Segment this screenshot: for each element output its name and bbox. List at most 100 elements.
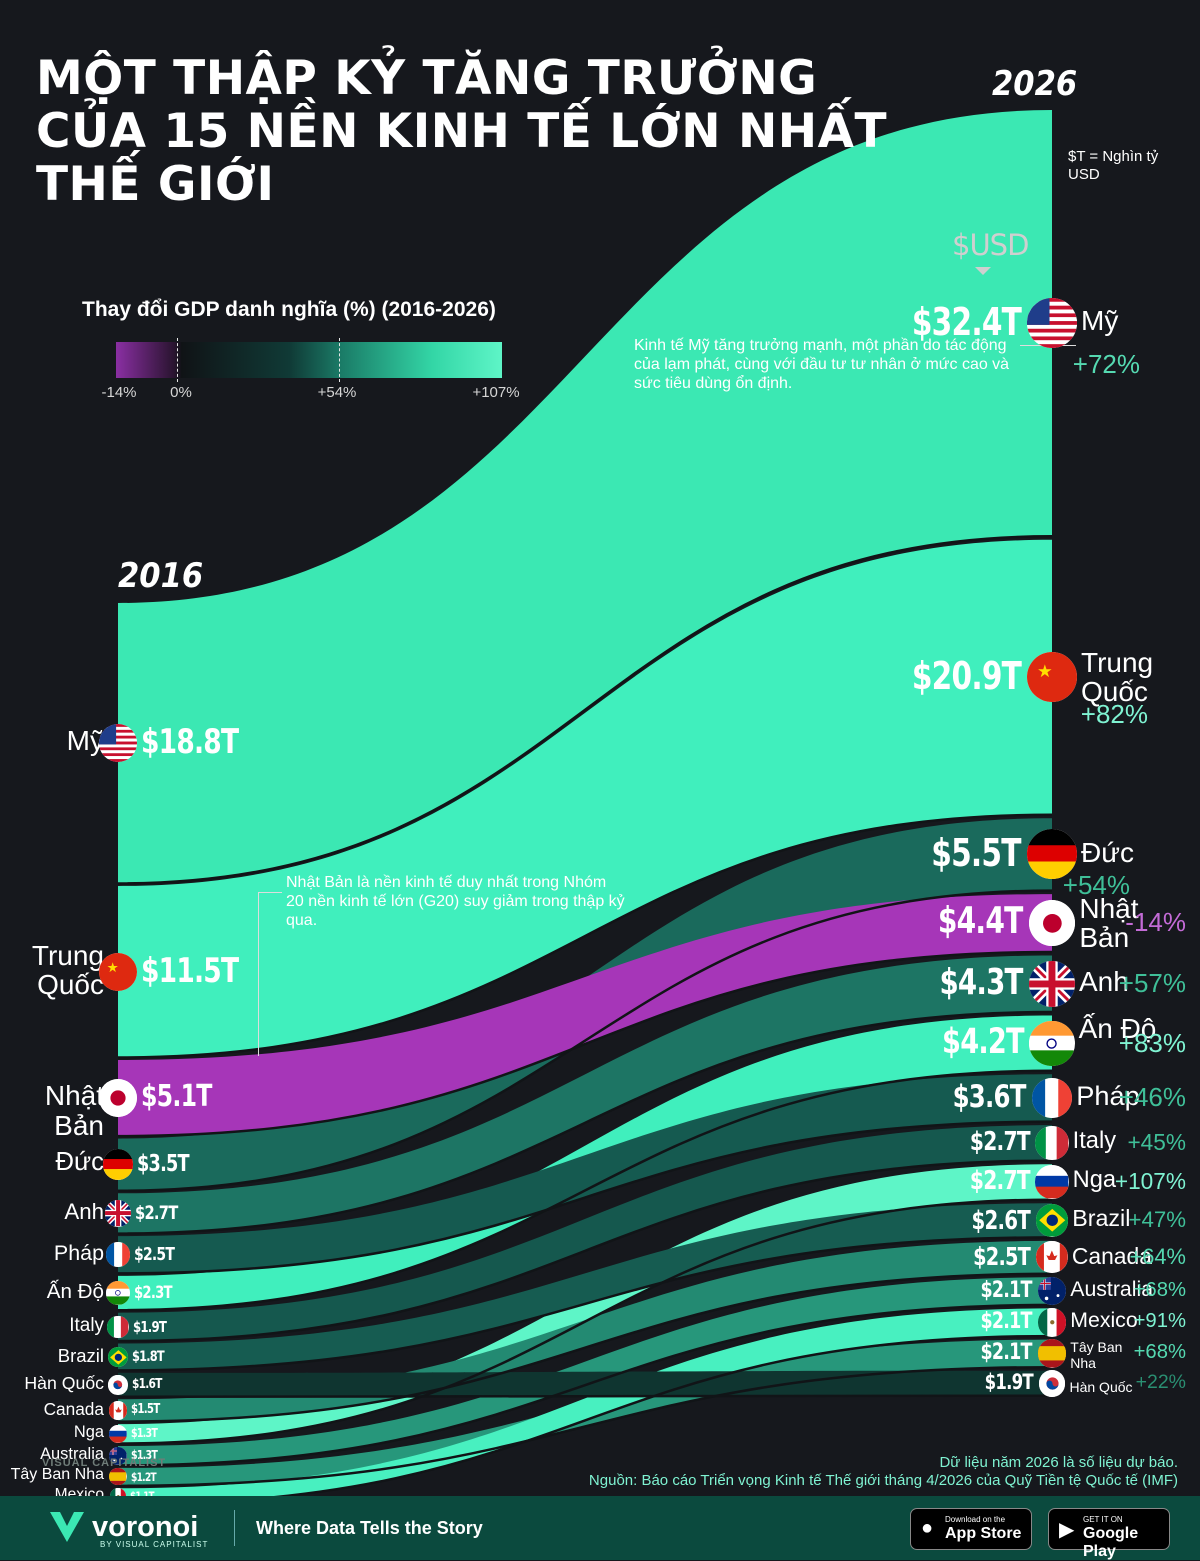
band-edge — [117, 1010, 1053, 1235]
india-flag-icon — [106, 1281, 130, 1305]
source-line: Nguồn: Báo cáo Triển vọng Kinh tế Thế gi… — [588, 1472, 1178, 1489]
right-value-mexico: $2.1T — [980, 1308, 1033, 1335]
band-edge — [117, 1159, 1053, 1343]
germany-flag-icon — [1027, 829, 1077, 880]
italy-flag-icon — [107, 1316, 129, 1338]
band-japan — [118, 894, 1052, 1137]
right-change-france: +46% — [1118, 1082, 1186, 1113]
band-korea — [118, 1370, 1052, 1397]
brand-name: voronoi — [92, 1511, 199, 1543]
usd-arrow-icon — [975, 267, 991, 275]
band-edge — [117, 813, 1053, 1059]
right-name-italy: Italy — [1072, 1127, 1117, 1154]
left-name-australia: Australia — [40, 1444, 104, 1463]
legend-label-min: -14% — [101, 384, 137, 401]
right-change-germany: +54% — [1062, 870, 1130, 901]
band-edge — [117, 1394, 1053, 1399]
right-value-canada: $2.5T — [973, 1241, 1031, 1271]
us-annotation: Kinh tế Mỹ tăng trưởng mạnh, một phần do… — [634, 337, 1010, 392]
voronoi-logo-icon — [50, 1512, 84, 1542]
mexico-flag-icon — [1037, 1307, 1067, 1337]
right-change-russia: +107% — [1114, 1168, 1186, 1195]
left-name-russia: Nga — [73, 1422, 104, 1441]
right-name-germany: Đức — [1081, 836, 1134, 868]
band-edge — [117, 1303, 1053, 1467]
band-australia — [118, 1277, 1052, 1466]
right-value-japan: $4.4T — [938, 900, 1023, 942]
legend-color-scale — [116, 342, 502, 378]
india-flag-icon — [1029, 1020, 1075, 1066]
band-edge — [117, 950, 1053, 1138]
legend-label-zero: 0% — [170, 384, 192, 401]
spain-flag-icon — [109, 1468, 127, 1486]
russia-flag-icon — [1035, 1165, 1069, 1199]
left-name-china: Trung Quốc — [31, 939, 104, 1001]
right-value-france: $3.6T — [952, 1078, 1027, 1115]
left-value-japan: $5.1T — [141, 1079, 212, 1115]
right-value-us: $32.4T — [911, 299, 1022, 344]
spain-flag-icon — [1037, 1339, 1067, 1368]
left-value-china: $11.5T — [141, 950, 239, 991]
svg-text:★: ★ — [107, 960, 119, 975]
brand-subtitle: BY VISUAL CAPITALIST — [100, 1540, 209, 1549]
band-france — [118, 1074, 1052, 1274]
france-flag-icon — [1031, 1077, 1073, 1119]
band-canada — [118, 1240, 1052, 1422]
band-edge — [117, 1272, 1053, 1423]
left-name-spain: Tây Ban Nha — [10, 1466, 104, 1484]
left-value-india: $2.3T — [133, 1282, 173, 1303]
app-store-button[interactable]: ● Download on the App Store — [910, 1508, 1032, 1550]
google-play-label: Google Play — [1083, 1525, 1139, 1560]
band-uk — [118, 955, 1052, 1234]
band-edge — [117, 1334, 1053, 1506]
apple-icon: ● — [921, 1517, 934, 1539]
right-name-russia: Nga — [1072, 1166, 1117, 1193]
band-china — [118, 539, 1052, 1058]
year-2016-label: 2016 — [118, 556, 204, 596]
right-change-india: +83% — [1118, 1027, 1186, 1058]
uk-flag-icon — [104, 1200, 132, 1227]
right-name-japan: Nhật Bản — [1079, 892, 1139, 954]
footer-divider — [234, 1510, 235, 1546]
right-name-brazil: Brazil — [1072, 1205, 1131, 1232]
left-value-us: $18.8T — [141, 722, 239, 763]
right-change-china: +82% — [1080, 699, 1148, 730]
us-flag-icon — [99, 724, 137, 763]
korea-flag-icon — [1038, 1369, 1066, 1397]
canada-flag-icon — [108, 1400, 128, 1420]
left-name-india: Ấn Độ — [46, 1279, 104, 1303]
google-play-button[interactable]: ▶ GET IT ON Google Play — [1048, 1508, 1170, 1560]
left-name-korea: Hàn Quốc — [24, 1373, 104, 1394]
band-edge — [117, 1198, 1053, 1445]
right-value-korea: $1.9T — [984, 1370, 1033, 1395]
brazil-flag-icon — [1035, 1204, 1069, 1237]
brazil-flag-icon — [107, 1346, 129, 1368]
right-change-spain: +68% — [1133, 1341, 1186, 1364]
right-name-uk: Anh — [1078, 965, 1129, 997]
right-name-korea: Hàn Quốc — [1069, 1379, 1133, 1396]
china-flag-icon: ★ — [1027, 652, 1077, 703]
band-edge — [117, 535, 1053, 885]
russia-flag-icon — [109, 1424, 127, 1443]
left-value-uk: $2.7T — [135, 1201, 178, 1224]
right-value-china: $20.9T — [911, 653, 1022, 698]
right-change-australia: +68% — [1133, 1278, 1186, 1301]
right-value-russia: $2.7T — [969, 1165, 1030, 1196]
right-name-mexico: Mexico — [1070, 1308, 1138, 1333]
korea-flag-icon — [108, 1375, 128, 1395]
left-name-france: Pháp — [53, 1240, 104, 1265]
left-name-canada: Canada — [43, 1399, 104, 1420]
france-flag-icon — [105, 1242, 131, 1268]
legend-tick-zero — [177, 338, 178, 382]
right-change-brazil: +47% — [1128, 1206, 1186, 1232]
left-name-us: Mỹ — [66, 725, 104, 757]
left-name-germany: Đức — [55, 1148, 104, 1177]
google-play-icon: ▶ — [1059, 1519, 1075, 1541]
right-value-uk: $4.3T — [939, 961, 1024, 1003]
right-change-uk: +57% — [1118, 968, 1186, 999]
japan-flag-icon — [1028, 899, 1076, 947]
unit-note: $T = Nghìn tỷ USD — [1068, 148, 1159, 183]
us-flag-icon — [1027, 298, 1077, 349]
footer-tagline: Where Data Tells the Story — [256, 1518, 483, 1538]
